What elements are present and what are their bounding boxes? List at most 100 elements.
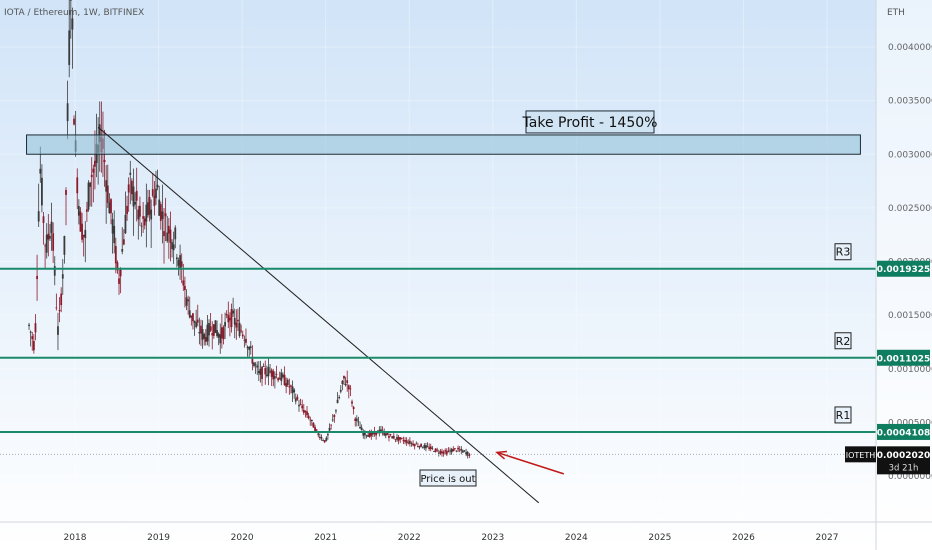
candle-body [184,285,186,291]
candle-body [87,182,90,210]
candle-body [196,319,199,323]
candle-body [180,261,183,267]
candle-body [200,325,202,334]
y-tick-label-7: 0.0035000 [888,97,932,107]
candle-body [468,453,471,456]
candle-body [44,245,47,247]
candle-body [45,234,48,253]
candle-body [320,437,323,439]
candle-body [299,404,302,405]
candle-body [179,255,181,269]
candle-body [254,364,257,366]
candle-body [245,338,247,343]
candle-body [383,431,386,436]
candle-body [203,333,206,339]
candle-body [42,216,45,224]
candle-body [159,204,162,221]
candle-body [164,213,167,217]
level-labels: Take Profit - 1450% R1 0.0004108 R2 0.001102… [419,110,931,487]
resistance-tag-box-r2 [834,332,852,350]
candle-body [460,448,463,451]
candle-body [195,322,198,328]
candle-body [264,368,267,375]
candle-body [65,189,67,195]
candle-body [50,221,53,233]
candle-body [209,326,212,331]
candle-body [230,309,233,328]
candle-body [420,443,423,447]
candle-body [139,205,141,217]
candle-body [426,446,429,447]
y-axis-unit: ETH [887,8,905,18]
candle-body [92,168,95,173]
candle-body [396,437,398,440]
candle-body [155,188,157,199]
candle-body [126,205,128,215]
candle-body [259,368,262,375]
x-axis-ticks[interactable]: 2018 2019 2020 2021 2022 2023 2024 2025 2026 2027 [64,533,839,543]
candle-body [89,182,92,187]
take-profit-zone [26,134,861,155]
resistance-tag-r1: R1 [836,409,851,422]
candle-body [29,331,32,333]
candle-body [447,450,450,452]
candle-body [147,202,149,216]
candle-body [368,432,371,437]
candle-body [277,378,280,381]
candle-body [346,380,349,383]
candle-body [400,438,403,439]
candle-body [140,225,143,227]
candle-body [114,245,117,264]
y-tick-label-5: 0.0025000 [888,204,932,214]
candle-body [193,320,196,323]
candle-body [135,190,138,201]
candle-body [330,424,333,426]
candle-body [415,443,418,445]
candle-body [404,440,406,442]
candle-body [98,124,101,142]
candle-body [465,452,468,455]
y-tick-label-1: 0.0005000 [888,418,932,428]
y-tick-label-2: 0.0010000 [888,365,932,375]
candle-body [370,432,373,436]
candle-body [116,262,119,271]
candle-body [286,379,289,386]
candle-body [228,317,231,321]
candle-body [453,448,456,449]
candle-body [55,307,58,309]
candle-body [290,385,292,387]
candle-body [444,450,447,452]
candle-body [359,426,361,429]
annotation-box [419,469,477,487]
resistance-price-r3: 0.0019325 [877,265,931,275]
candle-body [386,432,389,435]
candle-body [166,232,169,242]
candle-body [237,319,239,322]
candle-body [148,197,151,215]
candle-body [457,447,459,450]
resistance-price-box-r3 [877,260,930,277]
candle-body [214,320,217,333]
candle-body [298,404,300,407]
candle-body [145,204,148,222]
candle-body [49,236,51,239]
candle-body [233,317,236,325]
candle-body [265,374,268,377]
candle-body [111,219,114,234]
candle-body [288,386,291,388]
candle-body [360,427,363,431]
candle-body [301,405,304,409]
candle-body [106,185,109,203]
candle-body [201,329,204,340]
candle-body [282,374,284,378]
current-price-box [877,446,930,475]
candle-body [85,209,88,212]
candle-body [355,418,358,421]
candle-body [53,265,56,276]
take-profit-label: Take Profit - 1450% [522,115,658,131]
x-tick-label-4: 2022 [398,533,421,543]
candle-body [363,431,366,436]
candle-body [32,341,35,351]
resistance-tag-r3: R3 [836,246,851,259]
candle-body [455,450,458,452]
